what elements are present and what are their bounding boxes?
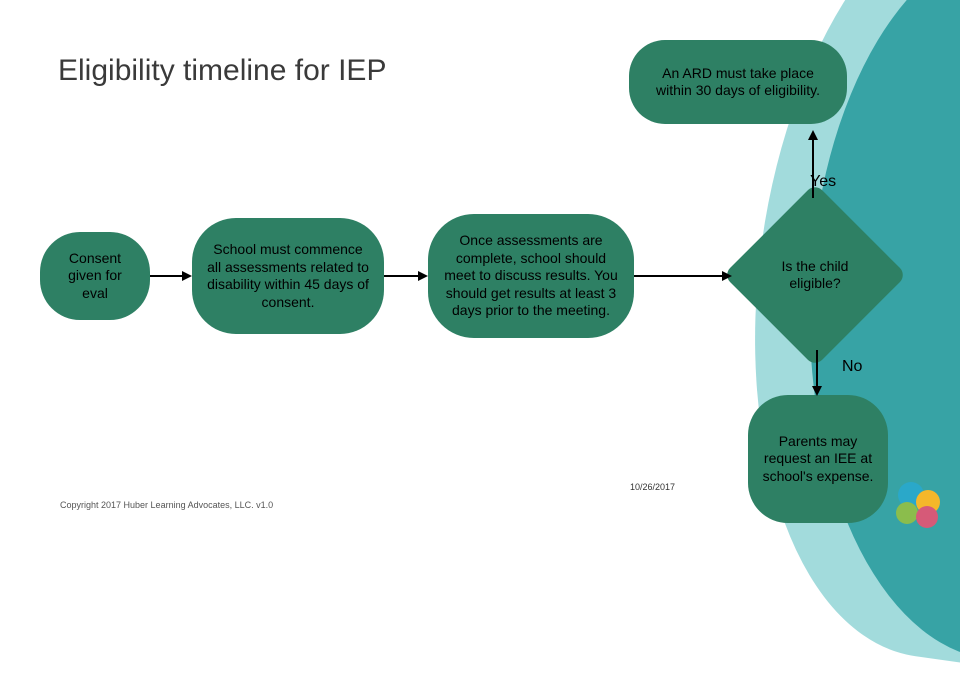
page-title: Eligibility timeline for IEP [58,54,386,88]
date-text: 10/26/2017 [630,482,675,492]
copyright-text: Copyright 2017 Huber Learning Advocates,… [60,500,273,510]
logo-icon [892,480,946,528]
edge-decision-ard-head [808,130,818,140]
edge-once-decision-head [722,271,732,281]
node-once: Once assessments are complete, school sh… [428,214,634,338]
node-school: School must commence all assessments rel… [192,218,384,334]
edge-decision-parents-head [812,386,822,396]
node-once-text: Once assessments are complete, school sh… [442,232,620,320]
node-ard: An ARD must take place within 30 days of… [629,40,847,124]
logo-blob-green [896,502,918,524]
edge-decision-ard [812,140,814,198]
edge-decision-parents [816,350,818,388]
edge-consent-school-head [182,271,192,281]
node-consent: Consent given for eval [40,232,150,320]
node-school-text: School must commence all assessments rel… [206,241,370,311]
edge-school-once-head [418,271,428,281]
node-consent-text: Consent given for eval [54,250,136,303]
node-decision: Is the child eligible? [750,210,880,340]
edge-school-once [384,275,420,277]
edge-once-decision [634,275,724,277]
edge-consent-school [150,275,184,277]
node-parents-text: Parents may request an IEE at school's e… [762,433,874,486]
node-decision-text: Is the child eligible? [750,210,880,340]
node-parents: Parents may request an IEE at school's e… [748,395,888,523]
node-ard-text: An ARD must take place within 30 days of… [643,65,833,100]
logo-blob-pink [916,506,938,528]
label-no: No [842,358,862,376]
